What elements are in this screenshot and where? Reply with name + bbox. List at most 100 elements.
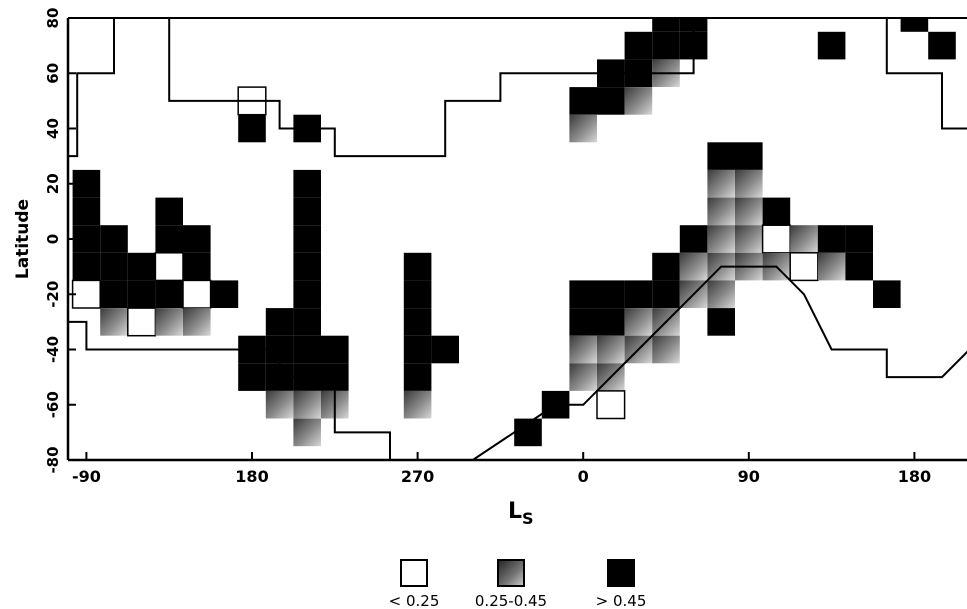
heatmap-cell-mid <box>293 418 321 447</box>
heatmap-cell-mid <box>652 335 680 364</box>
x-tick-label: 0 <box>578 467 589 486</box>
coverage-boundary-lower <box>68 265 967 460</box>
heatmap-cell-high <box>569 280 597 308</box>
heatmap-cell-mid <box>679 252 708 281</box>
y-tick-label: -40 <box>44 336 62 363</box>
heatmap-cell-high <box>293 252 321 281</box>
heatmap-cell-low <box>154 252 184 282</box>
heatmap-cell-high <box>72 225 101 253</box>
heatmap-cell-high <box>183 225 211 253</box>
y-ticks: -80 -60 -40 -20 0 20 40 60 80 <box>44 8 76 474</box>
heatmap-cell-high <box>873 280 901 308</box>
x-axis-title: LS <box>508 499 534 528</box>
heatmap-cell-high <box>100 252 128 281</box>
heatmap-cell-high <box>900 18 929 32</box>
heatmap-cell-mid <box>293 390 321 419</box>
heatmap-cell-high <box>652 252 680 281</box>
heatmap-cell-low <box>789 252 819 282</box>
y-tick-label: 40 <box>44 118 62 139</box>
heatmap-cell-low <box>127 307 157 337</box>
heatmap-cell-high <box>127 280 156 308</box>
heatmap-cell-low <box>71 279 101 309</box>
heatmap-cell-low <box>182 279 212 309</box>
heatmap-cell-high <box>72 197 101 226</box>
heatmap-cell-high <box>597 87 625 115</box>
x-tick-label: 90 <box>738 467 760 486</box>
heatmap-cell-high <box>762 197 791 226</box>
heatmap-cell-mid <box>707 280 735 308</box>
legend-swatch-mid <box>497 559 525 587</box>
y-tick-label: -60 <box>44 391 62 418</box>
heatmap-cell-high <box>652 18 680 32</box>
heatmap-cell-high <box>707 142 735 170</box>
y-axis-title: Latitude <box>13 199 33 279</box>
x-tick-label: 180 <box>898 467 931 486</box>
heatmap-cell-high <box>707 308 735 336</box>
heatmap-cell-mid <box>624 87 653 115</box>
heatmap-cell-mid <box>569 114 597 143</box>
heatmap-cell-high <box>321 335 349 364</box>
heatmap-cell-high <box>652 280 680 308</box>
heatmap-cell-high <box>238 114 266 143</box>
heatmap-cell-high <box>293 280 321 308</box>
heatmap-cell-low <box>761 224 791 254</box>
y-tick-label: 0 <box>44 234 62 244</box>
heatmap-cells <box>71 18 956 447</box>
x-tick-label: -90 <box>72 467 101 486</box>
coverage-boundary <box>68 18 967 460</box>
heatmap-cell-mid <box>183 308 211 336</box>
heatmap-cell-high <box>100 280 128 308</box>
heatmap-cell-high <box>293 169 321 198</box>
heatmap-cell-high <box>817 225 846 253</box>
heatmap-cell-mid <box>597 335 625 364</box>
heatmap-cell-high <box>624 280 653 308</box>
heatmap-cell-high <box>403 335 432 364</box>
heatmap-cell-high <box>403 308 432 336</box>
heatmap-cell-high <box>72 169 101 198</box>
heatmap-cell-high <box>403 252 432 281</box>
coverage-boundary-upper <box>68 18 967 158</box>
legend-swatch-low <box>400 559 428 587</box>
heatmap-cell-high <box>652 31 680 60</box>
heatmap-cell-low <box>596 390 626 420</box>
y-tick-label: -20 <box>44 281 62 308</box>
heatmap-cell-high <box>679 225 708 253</box>
heatmap-cell-high <box>597 308 625 336</box>
heatmap-cell-high <box>155 225 183 253</box>
heatmap-cell-mid <box>624 308 653 336</box>
legend-label-mid: 0.25-0.45 <box>475 592 547 609</box>
y-tick-label: 20 <box>44 173 62 194</box>
heatmap-cell-mid <box>707 197 735 226</box>
heatmap-cell-high <box>72 252 101 281</box>
heatmap-cell-high <box>735 142 763 170</box>
legend: < 0.25 0.25-0.45 > 0.45 <box>389 559 647 609</box>
legend-label-high: > 0.45 <box>596 592 647 609</box>
legend-label-low: < 0.25 <box>389 592 440 609</box>
heatmap-cell-high <box>597 280 625 308</box>
heatmap-cell-mid <box>569 335 597 364</box>
heatmap-cell-mid <box>790 225 818 253</box>
x-axis-title-main: L <box>508 499 522 524</box>
legend-swatch-high <box>607 559 635 587</box>
heatmap-cell-high <box>845 252 873 281</box>
heatmap-cell-high <box>817 31 846 60</box>
heatmap-cell-high <box>403 363 432 391</box>
heatmap-cell-high <box>624 31 653 60</box>
heatmap-cell-high <box>845 225 873 253</box>
heatmap-cell-mid <box>569 363 597 391</box>
heatmap-cell-high <box>238 363 266 391</box>
heatmap-cell-high <box>569 308 597 336</box>
heatmap-cell-high <box>293 335 321 364</box>
heatmap-cell-high <box>100 225 128 253</box>
heatmap-cell-high <box>403 280 432 308</box>
heatmap-cell-mid <box>735 225 763 253</box>
heatmap-cell-mid <box>403 390 432 419</box>
x-tick-label: 270 <box>401 467 434 486</box>
x-tick-label: 180 <box>235 467 268 486</box>
heatmap-cell-high <box>293 225 321 253</box>
heatmap-cell-high <box>928 31 956 60</box>
heatmap-cell-mid <box>707 225 735 253</box>
heatmap-cell-mid <box>707 169 735 198</box>
heatmap-cell-mid <box>817 252 846 281</box>
